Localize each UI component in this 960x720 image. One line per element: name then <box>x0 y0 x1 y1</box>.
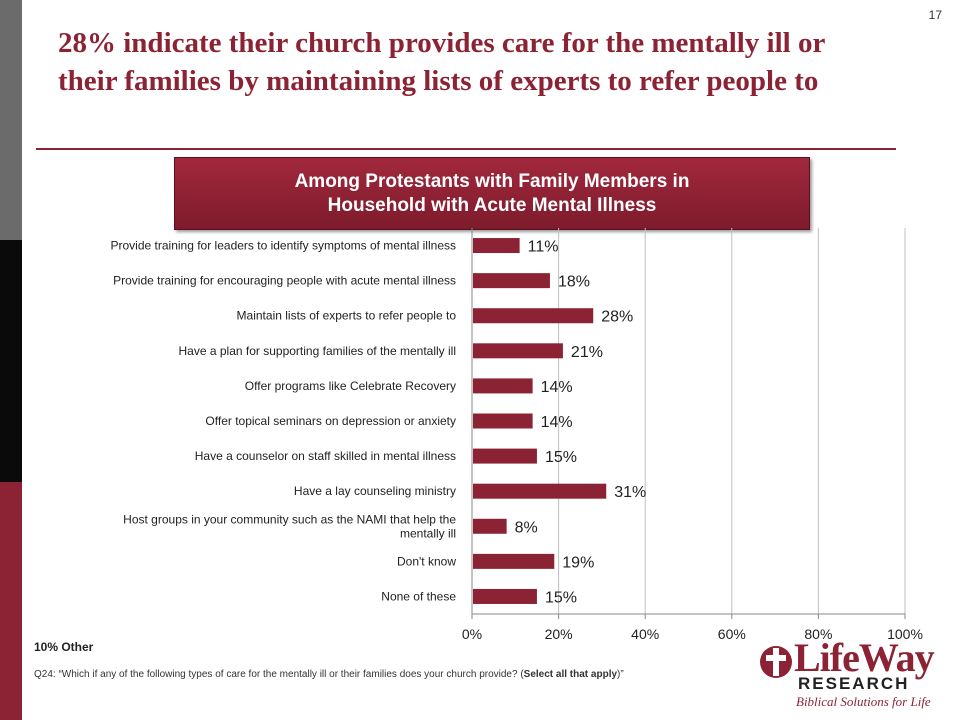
side-bar-red <box>0 482 22 720</box>
category-label: Maintain lists of experts to refer peopl… <box>237 309 457 323</box>
question-end: )” <box>617 669 624 680</box>
side-bar-black <box>0 240 22 482</box>
question-text: Q24: “Which if any of the following type… <box>34 669 524 680</box>
subtitle-line-2: Household with Acute Mental Illness <box>327 194 657 216</box>
logo-research-text: RESEARCH <box>798 674 910 693</box>
bar <box>473 413 533 429</box>
category-label: Have a plan for supporting families of t… <box>179 344 456 358</box>
data-label: 11% <box>528 239 559 256</box>
data-label: 14% <box>541 379 573 396</box>
category-label: Provide training for leaders to identify… <box>111 239 457 253</box>
question-footnote: Q24: “Which if any of the following type… <box>34 668 714 681</box>
footnote-other: 10% Other <box>34 640 94 654</box>
category-label: None of these <box>381 589 456 603</box>
category-label: Offer topical seminars on depression or … <box>205 414 456 428</box>
bar <box>473 448 537 464</box>
subtitle-line-1: Among Protestants with Family Members in <box>294 170 690 192</box>
data-label: 15% <box>545 589 577 606</box>
data-label: 28% <box>601 309 633 326</box>
category-label: mentally ill <box>400 526 456 540</box>
data-label: 21% <box>571 344 603 361</box>
lifeway-research-logo: LifeWay RESEARCH Biblical Solutions for … <box>730 635 950 716</box>
x-tick-label: 20% <box>545 626 573 642</box>
category-label: Offer programs like Celebrate Recovery <box>245 379 456 393</box>
bar <box>473 308 594 324</box>
category-label: Host groups in your community such as th… <box>123 512 456 526</box>
category-label: Provide training for encouraging people … <box>113 274 456 288</box>
data-label: 19% <box>562 554 594 571</box>
x-tick-label: 80% <box>804 626 832 642</box>
data-label: 31% <box>614 484 646 501</box>
slide-title: 28% indicate their church provides care … <box>58 27 825 97</box>
bar <box>473 238 520 254</box>
bar <box>473 483 607 499</box>
x-tick-label: 100% <box>887 626 923 642</box>
logo-wordmark: LifeWay <box>794 635 935 680</box>
bar <box>473 518 507 534</box>
bar <box>473 273 550 289</box>
side-bar-gray <box>0 0 22 240</box>
logo-tagline: Biblical Solutions for Life <box>796 694 931 709</box>
category-label: Have a counselor on staff skilled in men… <box>195 449 456 463</box>
page-number: 17 <box>928 8 942 22</box>
x-tick-label: 60% <box>718 626 746 642</box>
category-label: Have a lay counseling ministry <box>294 484 456 498</box>
bar <box>473 343 563 359</box>
bar <box>473 378 533 394</box>
bar <box>473 588 537 604</box>
x-tick-label: 0% <box>462 626 482 642</box>
cross-icon <box>760 646 792 678</box>
title-divider <box>36 148 896 150</box>
subtitle-banner: Among Protestants with Family Members in… <box>174 157 810 230</box>
data-label: 15% <box>545 449 577 466</box>
bar <box>473 553 555 569</box>
data-label: 14% <box>541 414 573 431</box>
x-tick-label: 40% <box>631 626 659 642</box>
question-bold-text: Select all that apply <box>523 669 618 680</box>
data-label: 18% <box>558 274 590 291</box>
data-label: 8% <box>515 519 538 536</box>
category-label: Don't know <box>397 554 456 568</box>
